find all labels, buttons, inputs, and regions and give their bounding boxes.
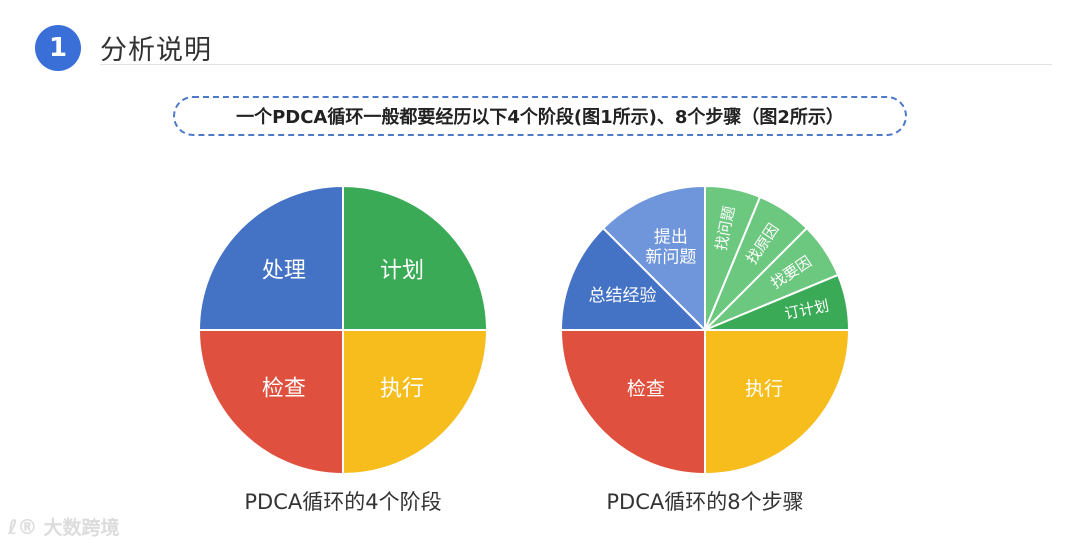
pie2-label-4: 执行 <box>745 378 783 400</box>
watermark-text: 大数跨境 <box>43 517 120 539</box>
pie2-label-5: 检查 <box>627 378 665 400</box>
pie1-label-1: 执行 <box>380 377 424 402</box>
pie2-label-7: 提出新问题 <box>645 227 696 267</box>
intro-text: 一个PDCA循环一般都要经历以下4个阶段(图1所示)、8个步骤（图2所示） <box>236 107 844 128</box>
pie1-slice-0 <box>342 184 489 331</box>
pie1-label-0: 计划 <box>380 258 424 283</box>
section-number-badge: 1 <box>35 25 81 71</box>
pie1-label-2: 检查 <box>262 377 306 402</box>
header-divider <box>100 64 1052 65</box>
pie2-label-6: 总结经验 <box>589 286 657 306</box>
pie2-slice-7 <box>601 184 706 333</box>
watermark-logo-icon: ℓ® <box>8 514 38 539</box>
watermark: ℓ® 大数跨境 <box>8 513 119 540</box>
intro-banner: 一个PDCA循环一般都要经历以下4个阶段(图1所示)、8个步骤（图2所示） <box>173 96 907 136</box>
pie1-label-3: 处理 <box>262 258 306 283</box>
chart2-caption: PDCA循环的8个步骤 <box>606 490 804 514</box>
pie1-slice-3 <box>197 184 344 331</box>
pie2-slice-4 <box>704 329 851 476</box>
pie2-slice-5 <box>559 329 706 476</box>
pie2-slice-6 <box>559 226 708 331</box>
section-title: 分析说明 <box>100 35 212 66</box>
chart1-caption: PDCA循环的4个阶段 <box>244 490 442 514</box>
pie1-slice-1 <box>342 329 489 476</box>
pie1-slice-2 <box>197 329 344 476</box>
